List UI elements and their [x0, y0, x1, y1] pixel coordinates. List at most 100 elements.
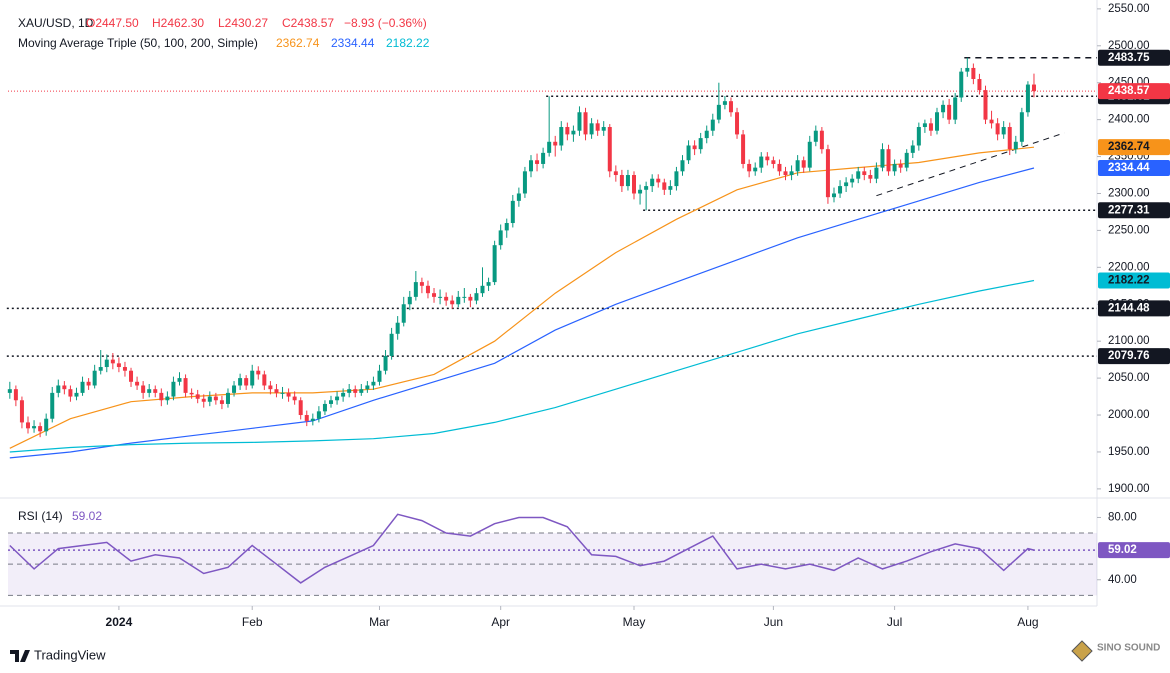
price-tag-label: 2182.22 — [1108, 274, 1150, 286]
candle-body — [147, 389, 152, 393]
candle-body — [880, 149, 885, 168]
y-tick-label: 2000.00 — [1108, 409, 1150, 421]
candle-body — [971, 67, 976, 80]
candle-body — [486, 282, 491, 286]
candle-body — [910, 145, 915, 153]
candle-body — [898, 163, 903, 168]
candle-body — [110, 359, 115, 364]
candle-body — [947, 104, 952, 120]
candle-body — [135, 381, 140, 386]
price-tag-label: 2334.44 — [1108, 162, 1150, 174]
candle-body — [116, 363, 121, 368]
candle-body — [995, 123, 1000, 135]
candle-body — [238, 378, 243, 386]
candle-body — [250, 370, 255, 386]
candle-body — [607, 127, 612, 172]
x-tick-label: 2024 — [106, 615, 133, 629]
candle-body — [989, 119, 994, 124]
candle-body — [492, 245, 497, 283]
candle-body — [171, 381, 176, 397]
y-tick-label: 2400.00 — [1108, 114, 1150, 126]
candle-body — [759, 156, 764, 168]
candle-body — [553, 141, 558, 146]
candle-body — [747, 163, 752, 172]
candle-body — [419, 282, 424, 286]
candle-body — [886, 149, 891, 172]
candle-body — [613, 171, 618, 176]
candle-body — [941, 104, 946, 113]
candle-body — [1025, 84, 1030, 113]
brand: TradingView — [34, 647, 106, 662]
candle-body — [347, 389, 352, 393]
y-tick-label: 2550.00 — [1108, 3, 1150, 15]
candle-body — [619, 175, 624, 187]
candle-body — [722, 101, 727, 105]
candle-body — [56, 385, 61, 393]
footer: TradingView SINO SOUND — [10, 640, 1160, 662]
candle-body — [480, 285, 485, 294]
candle-body — [686, 145, 691, 161]
candle-body — [844, 182, 849, 187]
candle-body — [516, 193, 521, 201]
candle-body — [165, 396, 170, 401]
candle-body — [710, 119, 715, 131]
candle-body — [395, 322, 400, 334]
candle-body — [559, 127, 564, 146]
candle-body — [432, 293, 437, 297]
candle-body — [825, 149, 830, 198]
price-tag-label: 2277.31 — [1108, 204, 1150, 216]
candle-body — [789, 171, 794, 176]
candle-body — [1001, 127, 1006, 135]
candle-body — [838, 186, 843, 194]
x-tick-label: May — [623, 615, 646, 629]
candle-body — [498, 230, 503, 246]
candle-body — [104, 359, 109, 368]
candle-body — [262, 374, 267, 386]
candle-body — [86, 381, 91, 386]
change: −8.93 (−0.36%) — [344, 16, 427, 30]
price-tag-label: 2079.76 — [1108, 350, 1150, 362]
candle-body — [244, 378, 249, 386]
y-tick-label: 1900.00 — [1108, 483, 1150, 495]
candle-body — [50, 392, 55, 419]
candle-body — [983, 90, 988, 120]
candle-body — [819, 130, 824, 150]
x-tick-label: Jul — [887, 615, 902, 629]
candle-body — [735, 112, 740, 135]
candle-body — [32, 426, 37, 429]
price-tag — [1098, 49, 1170, 66]
candle-body — [201, 398, 206, 402]
candle-body — [668, 186, 673, 190]
candle-body — [365, 385, 370, 390]
candle-body — [504, 223, 509, 231]
ma-value: 2182.22 — [386, 36, 430, 50]
candle-body — [680, 160, 685, 172]
candle-body — [928, 123, 933, 131]
candle-body — [625, 175, 630, 187]
candle-body — [189, 392, 194, 395]
price-tag-label: 2362.74 — [1108, 141, 1150, 153]
candle-body — [7, 389, 12, 393]
candle-body — [874, 167, 879, 179]
candle-body — [692, 145, 697, 150]
candle-body — [953, 97, 958, 120]
candle-body — [425, 285, 430, 294]
candle-body — [371, 381, 376, 386]
price-tag — [1098, 202, 1170, 219]
candle-body — [528, 160, 533, 172]
candle-body — [407, 296, 412, 305]
candle-body — [777, 163, 782, 172]
candle-body — [316, 411, 321, 419]
moving-average — [9, 279, 1035, 453]
candle-body — [571, 130, 576, 135]
candle-body — [662, 182, 667, 190]
candle-body — [541, 152, 546, 164]
candle-body — [62, 385, 67, 390]
candle-body — [753, 167, 758, 172]
candle-body — [644, 186, 649, 190]
candle-body — [274, 389, 279, 393]
candle-body — [68, 389, 73, 397]
open: O2447.50 — [86, 16, 139, 30]
trend-line — [876, 132, 1065, 197]
